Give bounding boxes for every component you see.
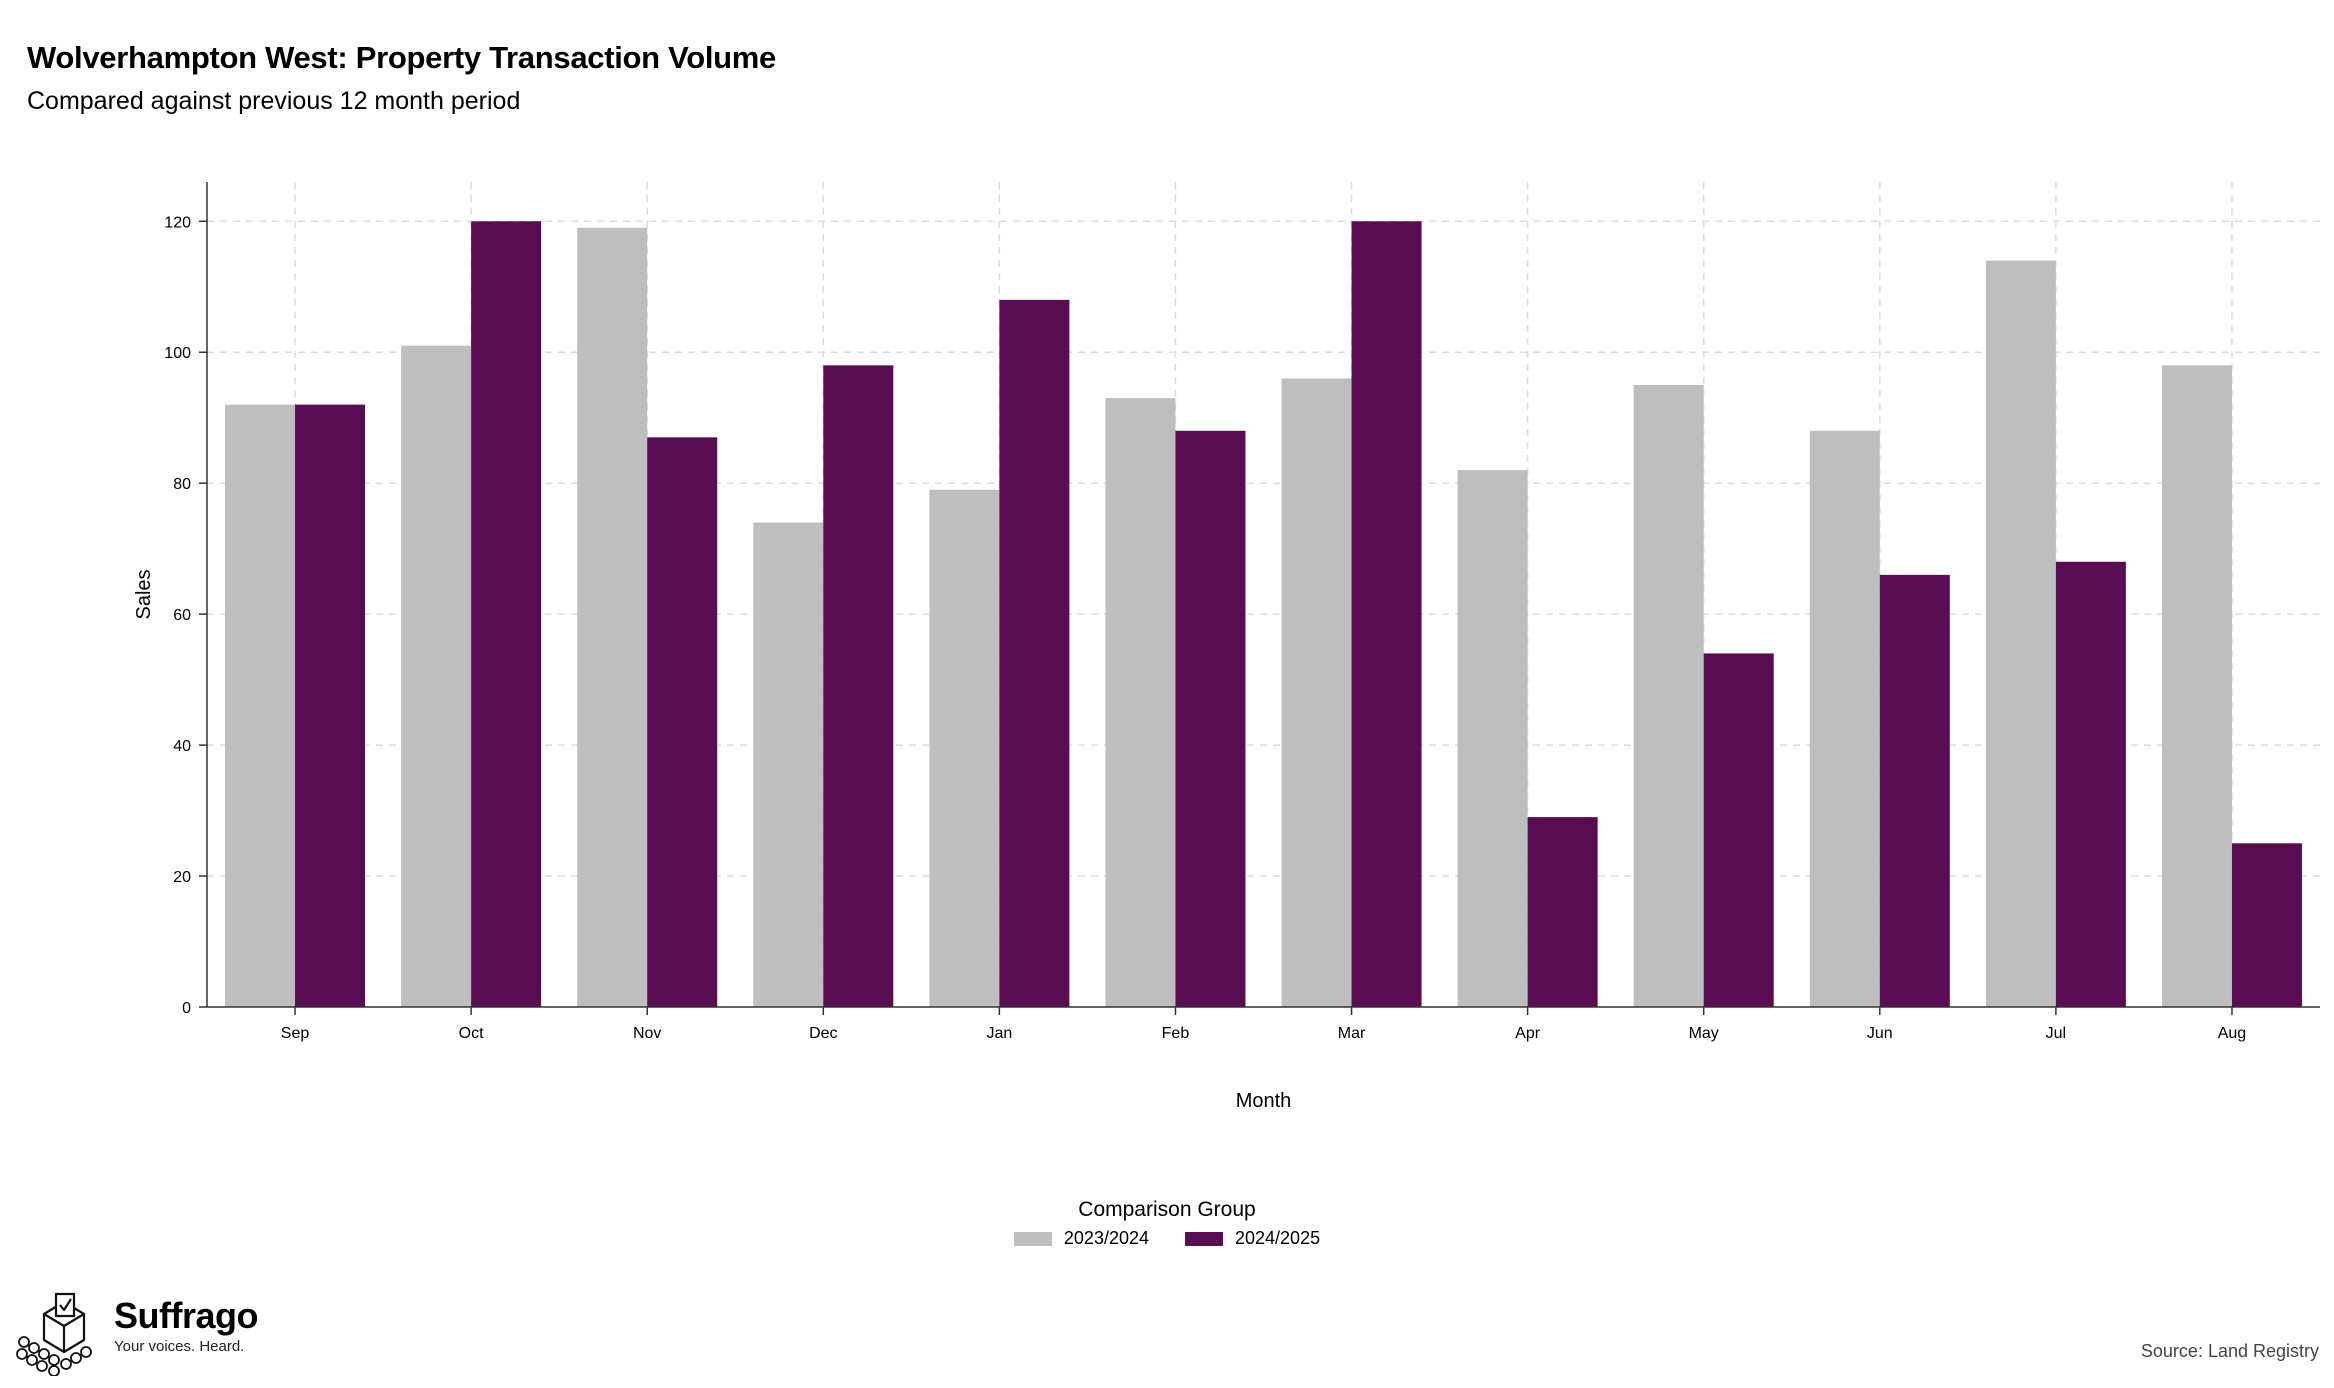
- x-axis-title: Month: [1236, 1090, 1292, 1112]
- legend-label-2024-2025: 2024/2025: [1235, 1228, 1321, 1248]
- legend-item-2023-2024: 2023/2024: [1013, 1228, 1149, 1249]
- x-tick-label: May: [1689, 1025, 1719, 1042]
- bar-2023-2024-sep: [225, 404, 296, 1008]
- legend-swatch-2024-2025: [1185, 1231, 1223, 1246]
- tick-labels: 0 20 40 60 80 100 120 Sep Oct Nov Dec Jan Feb Mar Apr M…: [164, 214, 2246, 1042]
- chart-title: Wolverhampton West: Property Transaction…: [27, 40, 776, 75]
- bar-2023-2024-may: [1633, 384, 1704, 1007]
- suffrago-logo: Suffrago Your voices. Heard.: [14, 1292, 259, 1376]
- legend-title: Comparison Group: [1078, 1198, 1256, 1221]
- x-tick-label: Jan: [986, 1025, 1012, 1042]
- y-tick-label: 100: [164, 345, 191, 362]
- x-tick-label: Aug: [2218, 1025, 2246, 1042]
- bar-2024-2025-dec: [823, 365, 894, 1007]
- bar-2024-2025-jan: [999, 299, 1070, 1007]
- ballot-box-icon: [16, 1292, 92, 1376]
- y-tick-label: 60: [173, 607, 191, 624]
- x-tick-label: Jun: [1867, 1025, 1893, 1042]
- bar-2023-2024-oct: [401, 345, 472, 1007]
- bar-2024-2025-jul: [2055, 561, 2126, 1007]
- y-tick-label: 120: [164, 214, 191, 231]
- y-tick-label: 0: [182, 1000, 191, 1017]
- legend-item-2024-2025: 2024/2025: [1185, 1228, 1320, 1249]
- bar-2023-2024-jan: [929, 489, 1000, 1007]
- bar-2024-2025-aug: [2231, 843, 2302, 1007]
- bar-2024-2025-feb: [1175, 430, 1246, 1007]
- bar-2023-2024-apr: [1457, 470, 1528, 1008]
- source-note: Source: Land Registry: [2140, 1341, 2319, 1361]
- bar-2023-2024-aug: [2161, 365, 2232, 1007]
- legend-swatch-2023-2024: [1013, 1231, 1052, 1246]
- bar-2023-2024-mar: [1281, 378, 1352, 1007]
- bar-2024-2025-mar: [1351, 221, 1422, 1008]
- bar-2024-2025-oct: [471, 221, 542, 1008]
- bar-2023-2024-jul: [1985, 260, 2056, 1008]
- axes: [199, 182, 2320, 1015]
- legend-label-2023-2024: 2023/2024: [1063, 1228, 1149, 1248]
- legend: Comparison Group 2023/2024 2024/2025: [0, 1198, 2334, 1251]
- x-tick-label: Sep: [281, 1025, 310, 1042]
- logo-tagline: Your voices. Heard.: [114, 1338, 245, 1355]
- y-axis-title: Sales: [133, 569, 155, 619]
- y-tick-label: 20: [173, 869, 191, 886]
- bar-2023-2024-jun: [1809, 430, 1880, 1007]
- x-tick-label: Mar: [1338, 1025, 1366, 1042]
- bars: [225, 221, 2302, 1008]
- bar-chart: 0 20 40 60 80 100 120 Sep Oct Nov Dec Jan Feb Mar Apr M…: [133, 182, 2320, 1112]
- bar-2023-2024-nov: [577, 227, 648, 1008]
- y-tick-label: 40: [173, 738, 191, 755]
- y-tick-label: 80: [173, 476, 191, 493]
- bar-2024-2025-nov: [647, 437, 718, 1007]
- grid-lines: [207, 182, 2320, 1007]
- bar-2023-2024-feb: [1105, 398, 1176, 1008]
- x-tick-label: Jul: [2046, 1025, 2066, 1042]
- x-tick-label: Nov: [633, 1025, 661, 1042]
- logo-text: Suffrago Your voices. Heard.: [114, 1295, 259, 1356]
- bar-2024-2025-sep: [295, 404, 366, 1008]
- bar-2023-2024-dec: [753, 522, 824, 1007]
- logo-name: Suffrago: [114, 1295, 259, 1336]
- legend-items: 2023/2024 2024/2025: [1013, 1228, 1320, 1249]
- x-tick-label: Feb: [1162, 1025, 1190, 1042]
- x-tick-label: Dec: [809, 1025, 837, 1042]
- bar-2024-2025-may: [1703, 653, 1774, 1007]
- x-tick-label: Oct: [459, 1025, 484, 1042]
- chart-subtitle: Compared against previous 12 month perio…: [27, 87, 521, 115]
- bar-2024-2025-apr: [1527, 817, 1598, 1007]
- x-tick-label: Apr: [1515, 1025, 1541, 1042]
- bar-2024-2025-jun: [1879, 574, 1950, 1007]
